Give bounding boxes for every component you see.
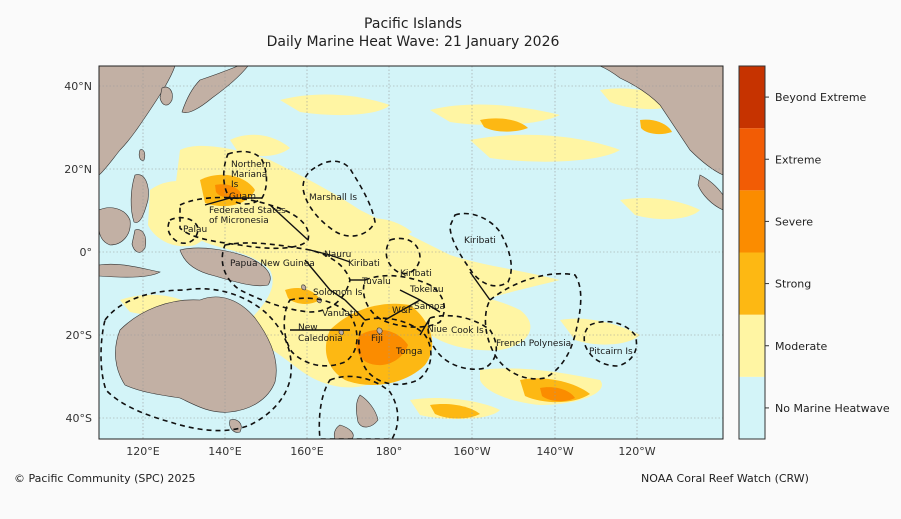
sulawesi — [131, 229, 147, 253]
colorbar-label: Extreme — [775, 153, 822, 166]
mexico — [697, 174, 723, 211]
region-label-text: Kiribati — [400, 269, 432, 279]
colorbar-label: No Marine Heatwave — [775, 402, 890, 415]
region-label: W&F — [392, 306, 413, 316]
colorbar-segment — [739, 128, 765, 191]
region-labels: Northern Mariana Is Guam Marshall Is Federate… — [183, 160, 633, 357]
lon-tick-label: 140°W — [536, 445, 573, 458]
region-label-text: Northern Mariana Is — [231, 160, 271, 190]
land-masses — [99, 66, 723, 439]
indonesia-south — [99, 263, 161, 278]
borneo — [99, 207, 131, 246]
map-subtitle: Daily Marine Heat Wave: 21 January 2026 — [266, 34, 560, 50]
colorbar-label: Beyond Extreme — [775, 91, 867, 104]
severe-heatwave-areas — [215, 184, 575, 402]
lon-tick-label: 160°W — [453, 445, 490, 458]
colorbar-segment — [739, 314, 765, 377]
colorbar-segment — [739, 66, 765, 129]
region-label: Samoa — [414, 302, 445, 312]
region-label: Pitcairn Is — [589, 347, 633, 357]
region-label-text: Niue — [427, 325, 448, 335]
region-label: Federated States of Micronesia — [209, 206, 286, 226]
region-label: Kiribati — [348, 259, 380, 269]
latitude-tick-labels: 40°N 20°N 0° 20°S 40°S — [64, 80, 92, 425]
footer-copyright: © Pacific Community (SPC) 2025 — [14, 472, 196, 485]
region-label: Marshall Is — [309, 193, 357, 203]
north-america — [599, 66, 723, 176]
region-label-text: Fiji — [371, 334, 383, 344]
region-label-text: Tonga — [395, 347, 422, 357]
region-label: Palau — [183, 225, 207, 235]
taiwan — [138, 149, 146, 161]
lat-tick-label: 0° — [80, 246, 93, 259]
region-label-text: Marshall Is — [309, 193, 357, 203]
new-zealand-south — [333, 424, 354, 439]
lon-tick-label: 120°W — [618, 445, 655, 458]
gridlines — [99, 66, 723, 439]
philippines — [130, 174, 149, 223]
region-label-text: Tokelau — [409, 285, 444, 295]
lat-tick-label: 40°S — [66, 412, 92, 425]
region-label: Nauru — [324, 250, 351, 260]
region-label-text: Samoa — [414, 302, 445, 312]
region-label-text: Nauru — [324, 250, 351, 260]
footer-source: NOAA Coral Reef Watch (CRW) — [641, 472, 809, 485]
lat-tick-label: 20°N — [64, 163, 92, 176]
colorbar-label: Moderate — [775, 340, 828, 353]
region-label-text: Cook Is — [451, 326, 484, 336]
lat-tick-label: 20°S — [66, 329, 92, 342]
asia-mainland — [99, 66, 176, 176]
region-label-text: Palau — [183, 225, 207, 235]
region-label: Fiji — [371, 334, 383, 344]
region-label: Northern Mariana Is — [231, 160, 271, 190]
colorbar-segment — [739, 190, 765, 253]
region-label-text: Federated States of Micronesia — [209, 206, 286, 226]
region-label: Niue — [427, 325, 448, 335]
lat-tick-label: 40°N — [64, 80, 92, 93]
region-label: Tonga — [395, 347, 422, 357]
region-label-text: Tuvalu — [361, 277, 391, 287]
region-label-text: New Caledonia — [298, 323, 343, 344]
region-label: Guam — [229, 192, 256, 202]
colorbar: No Marine Heatwave Moderate Strong Severe Ex… — [738, 65, 890, 440]
lon-tick-label: 180° — [376, 445, 403, 458]
region-label: Solomon Is — [313, 288, 363, 298]
region-label: Tuvalu — [361, 277, 391, 287]
region-label: Tokelau — [409, 285, 444, 295]
lon-tick-label: 120°E — [126, 445, 159, 458]
colorbar-label: Strong — [775, 278, 811, 291]
region-label: Cook Is — [451, 326, 484, 336]
colorbar-frame — [738, 65, 766, 440]
map-title: Pacific Islands — [364, 16, 462, 32]
map-frame — [98, 65, 724, 440]
colorbar-label: Severe — [775, 215, 813, 228]
region-label-text: W&F — [392, 306, 413, 316]
region-label: Vanuatu — [322, 309, 359, 319]
region-label-text: Vanuatu — [322, 309, 359, 319]
region-label-text: Guam — [229, 192, 256, 202]
new-zealand-north — [356, 394, 379, 428]
colorbar-segment — [739, 376, 765, 439]
region-label: New Caledonia — [298, 323, 343, 344]
maritime-boundaries — [204, 197, 491, 336]
australia — [115, 296, 277, 413]
region-label-text: Papua New Guinea — [230, 259, 315, 269]
region-label: Kiribati — [464, 236, 496, 246]
region-label-text: Kiribati — [464, 236, 496, 246]
region-label: French Polynesia — [496, 339, 571, 349]
lon-tick-label: 160°E — [290, 445, 323, 458]
region-label-text: Solomon Is — [313, 288, 363, 298]
longitude-tick-labels: 120°E 140°E 160°E 180° 160°W 140°W 120°W — [126, 445, 656, 458]
region-label-text: French Polynesia — [496, 339, 571, 349]
japan — [181, 66, 249, 113]
korea — [159, 86, 173, 106]
lon-tick-label: 140°E — [208, 445, 241, 458]
region-label: Papua New Guinea — [230, 259, 315, 269]
region-label: Kiribati — [400, 269, 432, 279]
region-label-text: Kiribati — [348, 259, 380, 269]
colorbar-segment — [739, 252, 765, 315]
region-label-text: Pitcairn Is — [589, 347, 633, 357]
